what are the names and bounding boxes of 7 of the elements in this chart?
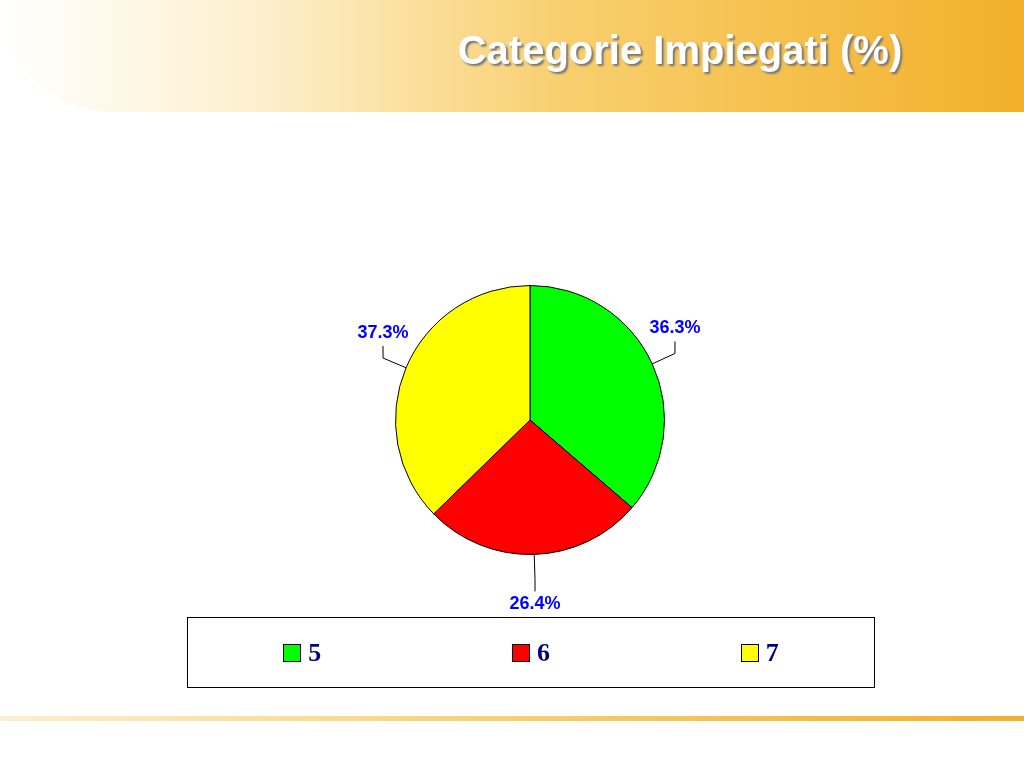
legend-label: 7 <box>765 637 779 668</box>
data-label: 36.3% <box>649 317 701 338</box>
chart-title: Categorie Impiegati (%) <box>456 28 904 73</box>
legend-label: 5 <box>308 637 322 668</box>
data-label: 26.4% <box>509 593 561 614</box>
data-label: 37.3% <box>357 322 409 343</box>
legend-label: 6 <box>536 637 550 668</box>
